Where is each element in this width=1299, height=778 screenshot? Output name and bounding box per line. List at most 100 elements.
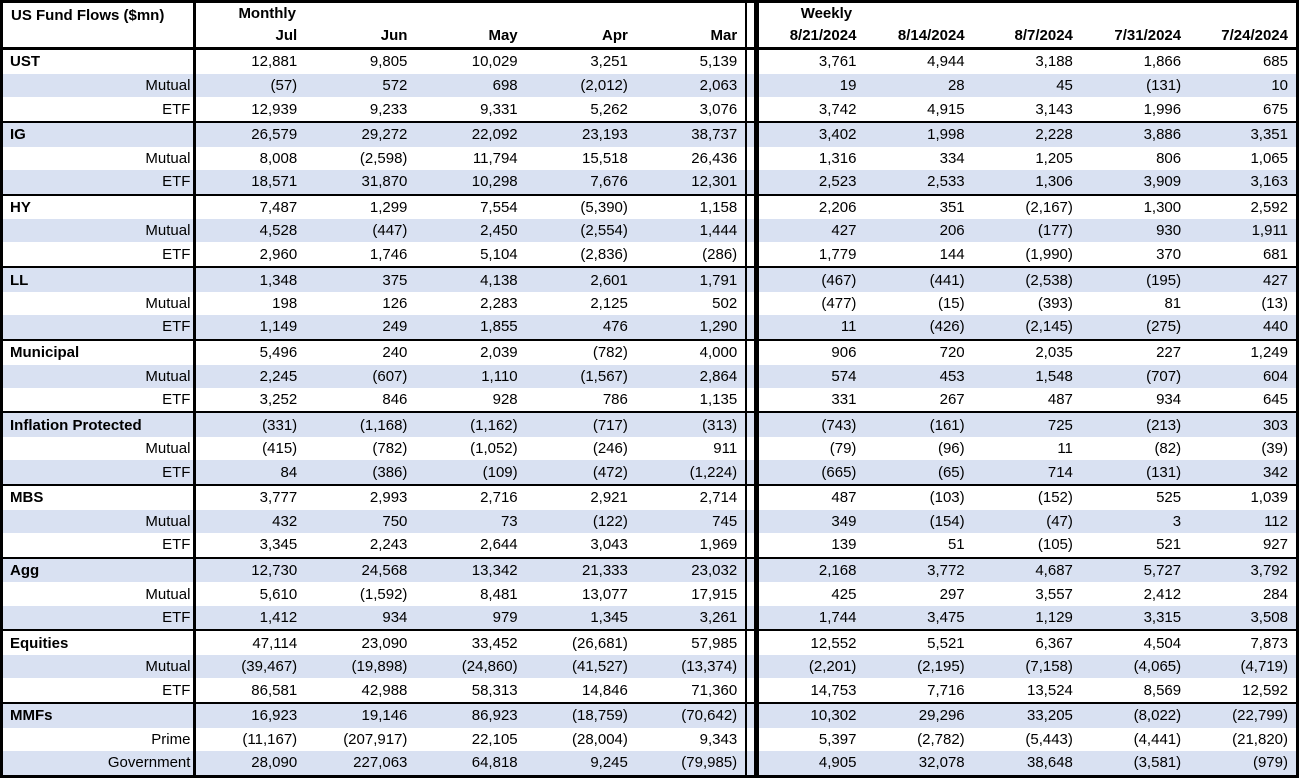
cell-weekly-1: 3,772 [927, 562, 965, 580]
cell-monthly-3: (2,554) [580, 222, 628, 240]
section-divider [745, 582, 759, 606]
cell-monthly-1: 1,746 [369, 245, 408, 263]
cell-weekly-0: 139 [831, 536, 857, 554]
cell-weekly-1: 720 [939, 344, 965, 362]
cell-monthly-1: 750 [382, 512, 408, 530]
cell-weekly-1: 32,078 [918, 754, 965, 772]
table-row: ETF 12,939 9,233 9,331 5,262 3,076 3,742 4,915 3… [1, 97, 1298, 122]
section-divider [745, 339, 759, 365]
cell-monthly-3: (1,567) [580, 367, 628, 385]
cell-weekly-3: 2,412 [1143, 585, 1182, 603]
cell-weekly-3: (8,022) [1133, 707, 1182, 725]
cell-monthly-4: 1,791 [699, 271, 738, 289]
row-label-subcategory: ETF [1, 605, 197, 631]
table-row: MMFs 16,923 19,146 86,923 (18,759) (70,642) 10… [1, 703, 1298, 728]
cell-monthly-4: (70,642) [681, 707, 738, 725]
cell-monthly-0: 8,008 [259, 149, 298, 167]
row-label-category: HY [1, 194, 197, 220]
cell-monthly-2: 2,716 [480, 489, 518, 507]
group-equities: Equities 47,114 23,090 33,452 (26,681) 57,985… [1, 630, 1298, 704]
column-header-week-5: 7/24/2024 [1221, 26, 1288, 44]
cell-monthly-4: 1,135 [699, 391, 738, 409]
cell-monthly-2: 5,104 [480, 245, 518, 263]
cell-weekly-3: (195) [1146, 271, 1182, 289]
row-label-category: UST [1, 48, 197, 74]
cell-monthly-1: (19,898) [351, 658, 408, 676]
cell-monthly-2: 1,855 [480, 318, 518, 336]
cell-monthly-1: (386) [372, 463, 408, 481]
section-divider [745, 630, 759, 656]
row-label-subcategory: Mutual [1, 291, 197, 316]
cell-weekly-4: 1,911 [1251, 222, 1288, 240]
cell-weekly-2: 1,205 [1035, 149, 1073, 167]
group-hy: HY 7,487 1,299 7,554 (5,390) 1,158 2,206 351 (2,… [1, 194, 1298, 268]
cell-monthly-0: 198 [272, 294, 298, 312]
cell-weekly-0: 11 [840, 318, 857, 336]
cell-weekly-4: 427 [1262, 271, 1288, 289]
cell-weekly-3: 1,866 [1143, 53, 1182, 71]
cell-weekly-2: 487 [1047, 391, 1073, 409]
section-divider [745, 291, 759, 316]
cell-monthly-0: 3,777 [259, 489, 298, 507]
cell-monthly-3: 9,245 [590, 754, 628, 772]
cell-monthly-3: (717) [592, 416, 628, 434]
cell-monthly-1: 9,233 [369, 100, 408, 118]
section-divider [745, 315, 759, 340]
cell-monthly-0: (39,467) [241, 658, 298, 676]
cell-monthly-3: 23,193 [581, 126, 628, 144]
cell-weekly-2: 3,557 [1035, 585, 1073, 603]
section-divider [745, 73, 759, 98]
cell-monthly-4: 12,301 [691, 173, 738, 191]
column-header-row: Jul Jun May Apr Mar 8/21/2024 8/14/2024 … [2, 24, 1298, 49]
cell-monthly-4: 2,063 [699, 77, 738, 95]
cell-weekly-3: (213) [1146, 416, 1182, 434]
cell-monthly-4: (13,374) [681, 658, 738, 676]
cell-weekly-4: 1,249 [1250, 344, 1288, 362]
row-label-subcategory: ETF [1, 97, 197, 122]
column-header-week-1: 8/21/2024 [789, 26, 857, 44]
cell-monthly-3: 3,043 [590, 536, 628, 554]
table-row: ETF 86,581 42,988 58,313 14,846 71,360 14,753 7… [1, 678, 1298, 704]
cell-weekly-2: 45 [1056, 77, 1073, 95]
cell-weekly-0: 12,552 [810, 634, 857, 652]
group-municipal: Municipal 5,496 240 2,039 (782) 4,000 906 720 2,… [1, 339, 1298, 413]
cell-monthly-3: (26,681) [572, 634, 628, 652]
cell-weekly-4: 604 [1262, 367, 1288, 385]
cell-weekly-2: (1,990) [1025, 245, 1073, 263]
table-row: Mutual 432 750 73 (122) 745 349 (154) (47) 3 112 [1, 509, 1298, 533]
cell-weekly-4: (979) [1252, 754, 1288, 772]
cell-weekly-3: (82) [1154, 440, 1182, 458]
cell-weekly-3: 1,300 [1143, 198, 1182, 216]
cell-monthly-2: 2,283 [480, 294, 518, 312]
row-label-subcategory: Mutual [1, 219, 197, 243]
cell-monthly-2: (1,052) [470, 440, 518, 458]
cell-monthly-0: 1,412 [259, 609, 298, 627]
cell-weekly-2: (105) [1037, 536, 1073, 554]
cell-monthly-2: 10,298 [471, 173, 518, 191]
cell-weekly-0: 349 [831, 512, 857, 530]
cell-weekly-3: 3,909 [1143, 173, 1182, 191]
table-row: ETF 2,960 1,746 5,104 (2,836) (286) 1,779 144 (1… [1, 242, 1298, 268]
cell-weekly-3: 227 [1156, 344, 1182, 362]
cell-weekly-4: 440 [1262, 318, 1288, 336]
cell-monthly-1: 29,272 [361, 126, 408, 144]
cell-weekly-0: 1,316 [818, 149, 857, 167]
section-divider [745, 557, 759, 583]
row-label-category: Municipal [1, 339, 197, 365]
cell-weekly-1: (15) [937, 294, 965, 312]
table-row: Municipal 5,496 240 2,039 (782) 4,000 906 720 2,… [1, 339, 1298, 365]
cell-monthly-1: (2,598) [359, 149, 408, 167]
table-row: Mutual (39,467) (19,898) (24,860) (41,527) (1… [1, 655, 1298, 679]
table-row: Mutual 2,245 (607) 1,110 (1,567) 2,864 574 453 1… [1, 364, 1298, 388]
cell-weekly-1: 28 [947, 77, 965, 95]
cell-weekly-4: 12,592 [1242, 681, 1288, 699]
row-label-subcategory: ETF [1, 387, 197, 413]
cell-monthly-3: 476 [602, 318, 628, 336]
cell-monthly-1: 846 [382, 391, 408, 409]
cell-monthly-1: 572 [382, 77, 408, 95]
table-row: Mutual 5,610 (1,592) 8,481 13,077 17,915 425 29… [1, 582, 1298, 606]
cell-weekly-0: 10,302 [810, 707, 857, 725]
cell-monthly-3: 2,125 [590, 294, 628, 312]
cell-weekly-1: 1,998 [927, 126, 965, 144]
cell-monthly-2: 1,110 [481, 367, 518, 385]
